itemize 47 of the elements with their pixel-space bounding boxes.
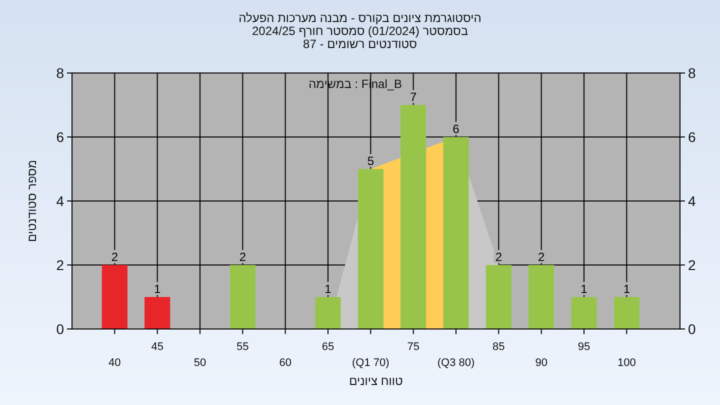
text: סטודנטים רשומים - 87 <box>303 37 418 51</box>
x-axis-title: טווח ציונים <box>349 374 404 388</box>
data-label: 2 <box>239 250 246 264</box>
y-tick-label: 2 <box>56 257 64 273</box>
x-tick-label: 95 <box>578 341 590 353</box>
data-label: 1 <box>580 282 588 296</box>
y-tick-label: 4 <box>56 193 64 209</box>
data-label: 2 <box>111 250 118 264</box>
x-tick-label: 60 <box>279 357 292 369</box>
data-label: 5 <box>367 154 374 168</box>
x-tick-label: 45 <box>151 341 164 353</box>
y2-tick-label: 0 <box>688 321 696 337</box>
bar <box>614 297 640 329</box>
x-tick-label: (Q3 80) <box>437 357 475 369</box>
chart-subtitle: בסמסטר (01/2024) סמסטר חורף 2024/25 <box>252 24 468 38</box>
bar <box>315 297 341 329</box>
data-label: 1 <box>324 282 332 296</box>
y2-tick-label: 4 <box>688 193 696 209</box>
bar <box>144 297 170 329</box>
chart-title: היסטוגרמת ציונים בקורס - מבנה מערכות הפעלה <box>238 11 482 25</box>
x-tick-label: 55 <box>236 341 249 353</box>
x-tick-label: 90 <box>535 357 548 369</box>
x-tick-label: 75 <box>407 341 420 353</box>
y-tick-label: 0 <box>56 321 64 337</box>
bar <box>571 297 597 329</box>
data-label: 7 <box>410 90 417 104</box>
bar <box>486 265 512 329</box>
y-tick-label: 6 <box>56 129 64 145</box>
data-label: 2 <box>495 250 502 264</box>
y2-tick-label: 2 <box>688 257 696 273</box>
x-tick-label: 65 <box>322 341 334 353</box>
bar <box>528 265 554 329</box>
x-tick-label: 50 <box>194 357 206 369</box>
y-axis-title: מספר סטודנטים <box>25 160 39 242</box>
data-label: 6 <box>452 122 460 136</box>
bar <box>102 265 128 329</box>
x-tick-label: 100 <box>617 357 636 369</box>
data-label: 1 <box>154 282 161 296</box>
y-tick-label: 8 <box>56 65 64 81</box>
data-label: 2 <box>538 250 545 264</box>
data-label: 1 <box>623 282 630 296</box>
x-tick-label: 85 <box>492 341 505 353</box>
x-tick-label: (Q1 70) <box>352 357 390 369</box>
x-tick-label: 40 <box>108 357 121 369</box>
bar <box>230 265 256 329</box>
y2-tick-label: 8 <box>688 65 696 81</box>
y2-tick-label: 6 <box>688 129 696 145</box>
